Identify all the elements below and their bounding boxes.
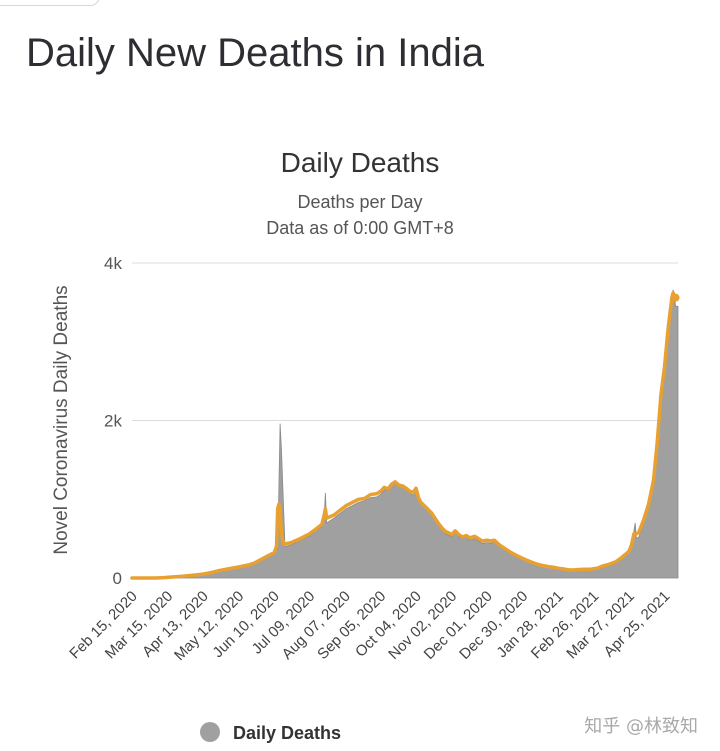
chart-title: Daily Deaths <box>281 147 440 178</box>
y-tick-label: 4k <box>104 254 122 273</box>
daily-deaths-area <box>132 289 679 579</box>
y-tick-label: 2k <box>104 412 122 431</box>
moving-average-line <box>130 291 678 580</box>
page-title: Daily New Deaths in India <box>26 31 484 75</box>
moving-average-end-point[interactable] <box>671 293 680 302</box>
y-tick-label: 0 <box>113 569 122 588</box>
chart-subtitle-line-2: Data as of 0:00 GMT+8 <box>266 218 454 238</box>
legend-label-daily-deaths[interactable]: Daily Deaths <box>233 723 341 743</box>
legend-marker[interactable] <box>200 722 220 742</box>
watermark: 知乎 @林致知 <box>584 716 698 737</box>
chart-subtitle-line-1: Deaths per Day <box>297 192 422 212</box>
y-axis-label: Novel Coronavirus Daily Deaths <box>51 285 72 554</box>
